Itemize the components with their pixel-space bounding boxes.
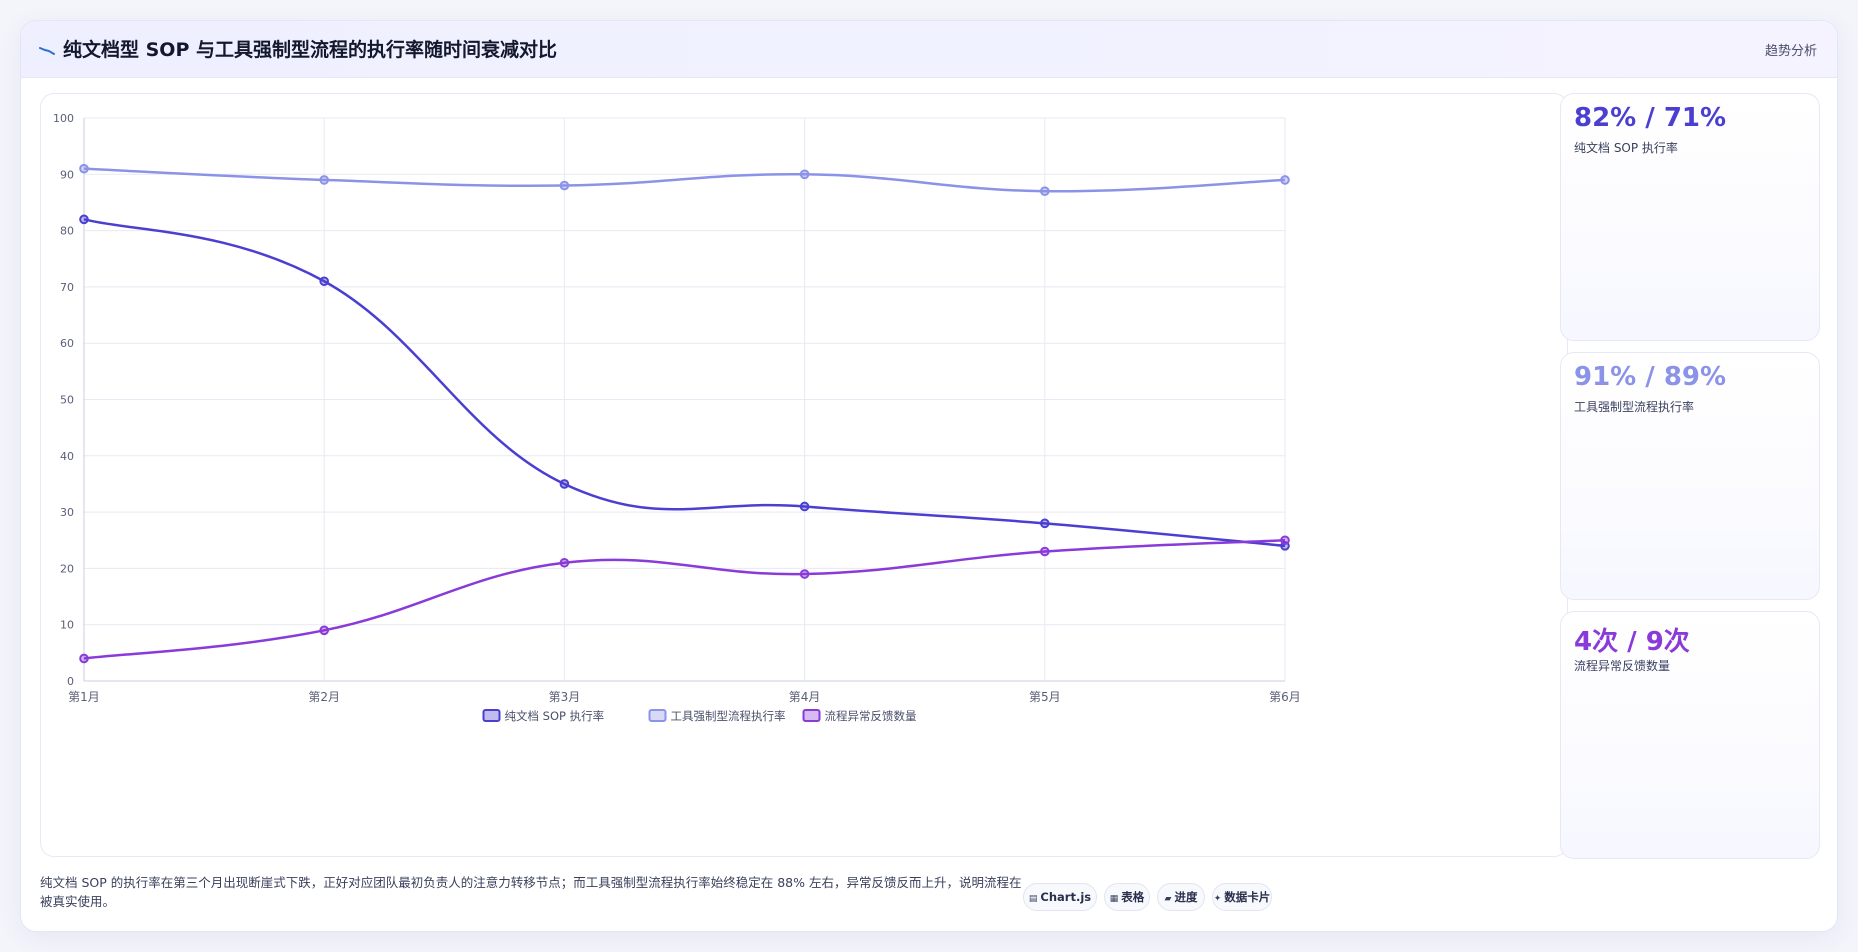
legend-item: 流程异常反馈数量 [802, 709, 917, 723]
x-tick-label: 第3月 [549, 690, 581, 704]
badge-label: 表格 [1121, 890, 1145, 904]
sparkle-icon: ✦ [1213, 894, 1222, 904]
kpi-card-sop: 82% / 71% 纯文档 SOP 执行率 [1560, 93, 1820, 341]
badge-data-card[interactable]: ✦ 数据卡片 [1212, 883, 1272, 911]
kpi-card-tool: 91% / 89% 工具强制型流程执行率 [1560, 352, 1820, 600]
y-tick-label: 20 [60, 562, 74, 575]
x-tick-label: 第5月 [1029, 690, 1061, 704]
y-tick-label: 30 [60, 506, 74, 519]
report-card: 纯文档型 SOP 与工具强制型流程的执行率随时间衰减对比 趋势分析 0 10 20 3… [20, 20, 1838, 932]
trend-line-icon [39, 47, 55, 55]
legend-item: 纯文档 SOP 执行率 [482, 709, 605, 723]
chart-icon: ▤ [1028, 894, 1038, 904]
badge-table[interactable]: ▦ 表格 [1104, 883, 1150, 911]
line-chart: 0 10 20 30 40 50 60 70 80 90 100 第1月 第2月 第3月 第4月 第5月 第6月… [53, 112, 1301, 723]
legend-swatch [648, 709, 667, 722]
badge-label: Chart.js [1040, 890, 1092, 904]
series-point [1040, 518, 1050, 529]
y-tick-label: 60 [60, 337, 74, 350]
y-tick-label: 90 [60, 168, 74, 181]
series-point [79, 653, 89, 664]
series-point [799, 501, 810, 512]
trend-analysis-tag[interactable]: 趋势分析 [1764, 44, 1817, 59]
chart-panel: 0 10 20 30 40 50 60 70 80 90 100 第1月 第2月 第3月 第4月 第5月 第6月… [40, 93, 1568, 857]
series-line-1 [83, 218, 1286, 548]
y-tick-label: 10 [60, 619, 74, 632]
badge-label: 进度 [1174, 890, 1198, 904]
kpi-value: 82% / 71% [1574, 103, 1727, 133]
x-tick-label: 第2月 [308, 690, 340, 704]
card-header: 纯文档型 SOP 与工具强制型流程的执行率随时间衰减对比 趋势分析 [21, 21, 1837, 78]
kpi-label: 工具强制型流程执行率 [1574, 400, 1695, 414]
legend-label: 纯文档 SOP 执行率 [505, 709, 605, 723]
legend-label: 流程异常反馈数量 [825, 709, 917, 723]
series-point [799, 169, 810, 180]
series-point [79, 214, 89, 225]
series-line-3 [83, 539, 1286, 660]
y-tick-label: 0 [67, 675, 74, 688]
kpi-value: 4次 / 9次 [1574, 627, 1690, 657]
badge-progress[interactable]: ▰ 进度 [1157, 883, 1205, 911]
badge-label: 数据卡片 [1224, 890, 1271, 904]
x-tick-label: 第4月 [789, 690, 821, 704]
page-title: 纯文档型 SOP 与工具强制型流程的执行率随时间衰减对比 [63, 39, 557, 61]
series-point [319, 175, 330, 185]
series-point [1040, 186, 1050, 196]
progress-icon: ▰ [1164, 894, 1172, 904]
series-point [79, 163, 89, 174]
kpi-card-feedback: 4次 / 9次 流程异常反馈数量 [1560, 611, 1820, 859]
series-point [1280, 535, 1290, 546]
kpi-label: 流程异常反馈数量 [1574, 659, 1671, 673]
legend-item: 工具强制型流程执行率 [648, 709, 786, 723]
y-tick-label: 100 [53, 112, 74, 125]
badge-chartjs[interactable]: ▤ Chart.js [1023, 883, 1097, 911]
series-point [559, 557, 570, 568]
y-tick-label: 70 [60, 281, 74, 294]
kpi-label: 纯文档 SOP 执行率 [1574, 141, 1678, 155]
series-point [559, 479, 570, 489]
series-point [799, 569, 810, 579]
y-tick-label: 40 [60, 450, 74, 463]
series-point [559, 180, 570, 191]
series-point [1280, 175, 1290, 185]
legend-label: 工具强制型流程执行率 [671, 709, 786, 723]
series-point [1040, 546, 1050, 557]
y-tick-label: 50 [60, 394, 74, 407]
legend-swatch [482, 709, 501, 722]
series-line-2 [83, 167, 1286, 193]
x-tick-label: 第6月 [1269, 690, 1301, 704]
series-point [319, 276, 330, 287]
y-tick-label: 80 [60, 225, 74, 238]
legend-swatch [802, 709, 821, 722]
insight-text: 纯文档 SOP 的执行率在第三个月出现断崖式下跌，正好对应团队最初负责人的注意力… [40, 875, 1022, 909]
kpi-value: 91% / 89% [1574, 362, 1727, 392]
table-icon: ▦ [1109, 894, 1119, 904]
x-tick-label: 第1月 [68, 690, 100, 704]
series-point [319, 625, 330, 636]
